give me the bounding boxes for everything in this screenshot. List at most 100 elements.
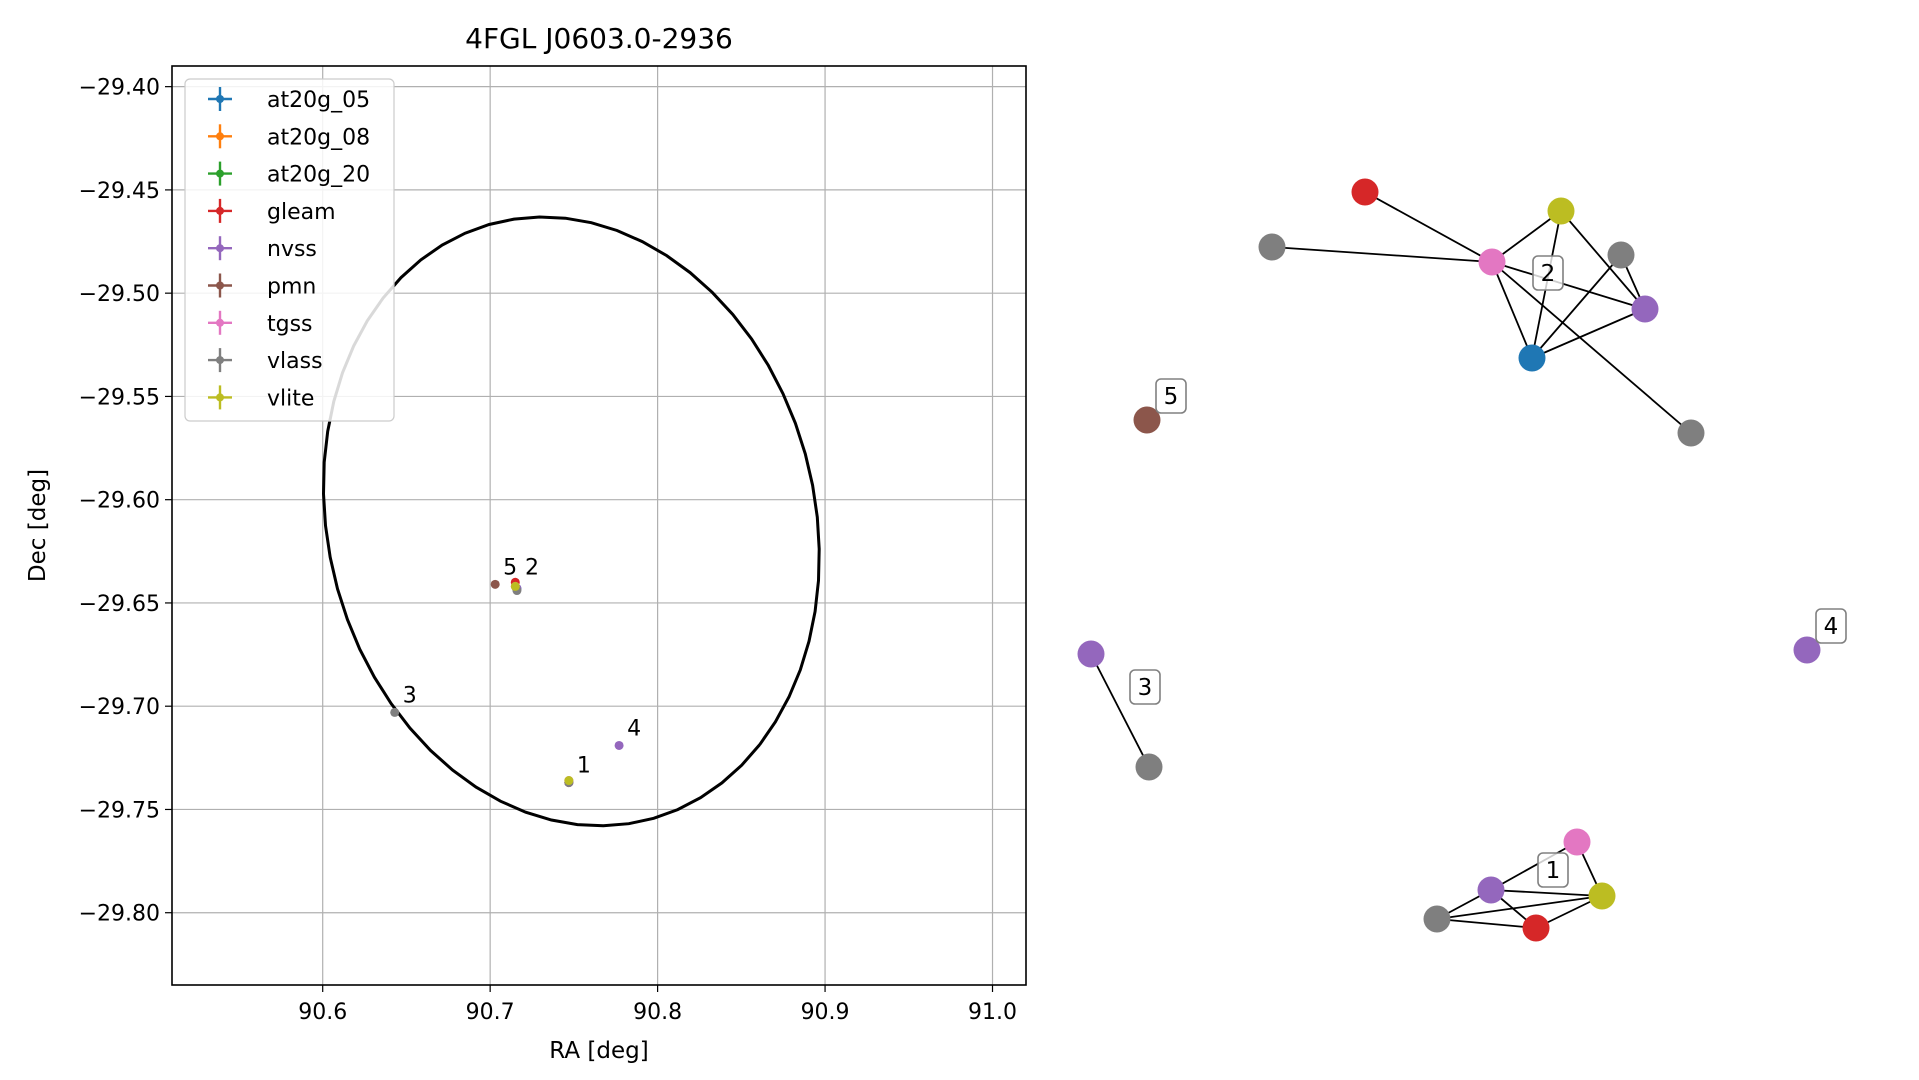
legend-entry-gleam: gleam: [208, 198, 336, 225]
y-tick-label: −29.75: [79, 798, 160, 823]
y-tick-label: −29.55: [79, 385, 160, 410]
x-tick-label: 90.8: [633, 1000, 682, 1025]
legend-box: [184, 78, 395, 422]
group-label-box: [1129, 669, 1161, 705]
data-point-pmn: [490, 579, 500, 589]
point-annotation: 4: [627, 716, 641, 741]
group-label-2: 2: [1532, 255, 1564, 291]
network-node-nvss: [1631, 295, 1659, 323]
y-tick-label: −29.40: [79, 76, 160, 101]
legend-marker: [216, 356, 224, 365]
group-label-box: [1532, 255, 1564, 291]
legend-label: at20g_20: [267, 163, 370, 188]
legend-entry-at20g_20: at20g_20: [208, 161, 370, 188]
network-node-tgss: [1563, 828, 1591, 856]
legend-entry-nvss: nvss: [208, 236, 317, 262]
association-network: 1 2 3 4 5: [1077, 178, 1847, 942]
group-label-box: [1155, 378, 1187, 414]
legend-label: at20g_05: [267, 88, 370, 113]
network-edge: [1491, 261, 1692, 434]
legend-entry-at20g_05: at20g_05: [208, 87, 370, 113]
point-annotation: 1: [577, 754, 591, 779]
network-node-vlite: [1547, 197, 1575, 225]
y-tick-label: −29.60: [79, 489, 160, 514]
legend-label: vlass: [267, 349, 323, 374]
legend-label: tgss: [267, 312, 313, 337]
network-edge: [1491, 261, 1533, 359]
y-axis-ticks: −29.40 −29.45 −29.50 −29.55 −29.60 −29.65 −29.…: [79, 76, 172, 927]
legend-entry-vlite: vlite: [208, 385, 314, 411]
group-label-text: 4: [1824, 614, 1839, 640]
legend-marker: [216, 281, 224, 290]
legend-label: vlite: [267, 386, 314, 411]
network-node-nvss: [1077, 640, 1105, 668]
y-tick-label: −29.70: [79, 695, 160, 720]
network-node-vlass: [1258, 233, 1286, 261]
x-axis-ticks: 90.6 90.7 90.8 90.9 91.0: [298, 985, 1017, 1025]
x-tick-label: 90.9: [801, 1000, 850, 1025]
network-edge: [1490, 841, 1578, 891]
data-point-vlite: [564, 776, 574, 786]
network-node-pmn: [1133, 406, 1161, 434]
x-tick-label: 91.0: [968, 1000, 1017, 1025]
x-tick-label: 90.7: [466, 1000, 515, 1025]
network-nodes: [1077, 178, 1821, 942]
network-node-vlass: [1135, 753, 1163, 781]
y-axis-label: Dec [deg]: [25, 469, 51, 582]
legend-entry-vlass: vlass: [208, 348, 323, 374]
group-label-text: 2: [1541, 261, 1556, 287]
data-point-nvss: [614, 740, 624, 750]
group-label-4: 4: [1815, 608, 1847, 644]
y-tick-label: −29.65: [79, 592, 160, 617]
point-annotation: 2: [525, 555, 539, 580]
legend-marker: [216, 206, 224, 215]
chart-title: 4FGL J0603.0-2936: [465, 22, 733, 55]
network-edge: [1436, 895, 1603, 920]
group-labels: 1 2 3 4 5: [1129, 255, 1847, 888]
network-edge: [1491, 210, 1562, 263]
network-edge: [1090, 653, 1150, 768]
point-annotations-layer: 5 2 3 4 1: [403, 555, 641, 778]
y-tick-label: −29.80: [79, 902, 160, 927]
group-label-text: 3: [1138, 675, 1153, 701]
x-tick-label: 90.6: [298, 1000, 347, 1025]
group-label-box: [1815, 608, 1847, 644]
network-node-vlite: [1588, 882, 1616, 910]
network-node-nvss: [1477, 876, 1505, 904]
y-tick-label: −29.50: [79, 282, 160, 307]
network-edge: [1491, 261, 1646, 310]
legend-label: at20g_08: [267, 125, 370, 150]
point-annotation: 5: [503, 555, 517, 580]
legend-marker: [216, 244, 224, 253]
network-node-vlass: [1607, 241, 1635, 269]
source-points-layer: [390, 577, 624, 788]
network-node-vlass: [1423, 905, 1451, 933]
network-node-gleam: [1522, 914, 1550, 942]
x-gridlines: [322, 66, 994, 985]
data-point-vlite: [510, 581, 520, 591]
localization-ellipse-layer: [321, 215, 821, 828]
network-edge: [1560, 210, 1646, 310]
network-edge: [1271, 246, 1493, 263]
network-node-at20g_05: [1518, 344, 1546, 372]
localization-ellipse: [321, 215, 821, 828]
network-edge: [1531, 254, 1622, 359]
group-label-5: 5: [1155, 378, 1187, 414]
legend-marker: [216, 95, 224, 103]
group-label-box: [1537, 852, 1569, 888]
network-node-gleam: [1351, 178, 1379, 206]
legend-marker: [216, 169, 224, 178]
network-edge: [1531, 308, 1646, 359]
legend-entry-at20g_08: at20g_08: [208, 124, 370, 150]
network-edge: [1490, 889, 1603, 897]
network-edge: [1436, 918, 1537, 929]
legend-entry-tgss: tgss: [208, 310, 313, 337]
data-point-vlass: [390, 707, 400, 717]
group-label-1: 1: [1537, 852, 1569, 888]
legend-label: gleam: [267, 200, 336, 225]
legend-label: pmn: [267, 275, 316, 300]
axes-frame: [171, 65, 1027, 986]
group-label-3: 3: [1129, 669, 1161, 705]
